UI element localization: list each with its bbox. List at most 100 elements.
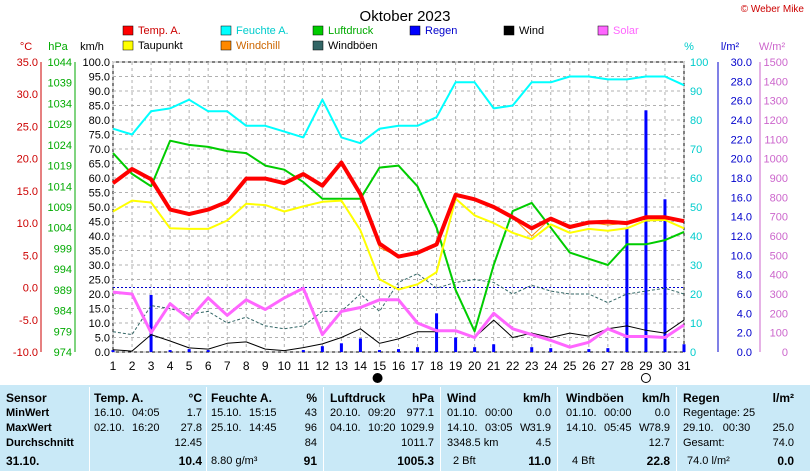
wind-max-time: 03:05 xyxy=(485,422,513,434)
rain-bar xyxy=(320,346,324,352)
series-line-windb-en xyxy=(112,273,685,336)
wind_kmh-tick-label: 70.0 xyxy=(89,144,110,156)
solar_wm2-axis-label: W/m² xyxy=(759,41,786,53)
pressure-current-value: 1005.3 xyxy=(397,454,434,468)
solar_wm2-tick-label: 900 xyxy=(770,173,788,185)
pressure-column: Luftdruck hPa 20.10. 09:20 977.1 04.10. … xyxy=(324,385,440,471)
x-tick-label: 6 xyxy=(205,359,212,373)
solar_wm2-tick-label: 1400 xyxy=(764,76,788,88)
legend-swatch xyxy=(312,25,324,36)
row-label-current: 31.10. xyxy=(6,454,40,468)
humidity_pct-tick-label: 20 xyxy=(690,289,702,301)
x-tick-label: 25 xyxy=(563,359,577,373)
column-divider xyxy=(676,387,677,471)
gust-current-value: 22.8 xyxy=(646,454,670,468)
pressure_hpa-tick-label: 1024 xyxy=(48,140,72,152)
column-divider xyxy=(206,387,207,471)
humidity_pct-axis-label: % xyxy=(684,41,694,53)
pressure-min-time: 09:20 xyxy=(368,407,396,419)
legend-label: Wind xyxy=(519,25,544,37)
x-tick-label: 4 xyxy=(167,359,174,373)
gust-min-date: 01.10. xyxy=(566,407,597,419)
legend-swatch xyxy=(220,40,232,51)
rain-bar xyxy=(397,349,400,352)
temp_c-tick-label: 10.0 xyxy=(17,218,38,230)
rain_lm2-tick-label: 20.0 xyxy=(731,154,752,166)
pressure_hpa-tick-label: 994 xyxy=(54,264,72,276)
humidity-max-time: 14:45 xyxy=(249,422,277,434)
rain_lm2-tick-label: 14.0 xyxy=(731,212,752,224)
pressure_hpa-tick-label: 1019 xyxy=(48,161,72,173)
row-label-avg: Durchschnitt xyxy=(6,437,74,449)
legend-label: Luftdruck xyxy=(328,25,374,37)
wind_kmh-tick-label: 65.0 xyxy=(89,159,110,171)
rain_lm2-tick-label: 16.0 xyxy=(731,192,752,204)
temp_c-tick-label: 20.0 xyxy=(17,154,38,166)
humidity-header: Feuchte A. xyxy=(211,391,272,405)
temp-max-time: 16:20 xyxy=(132,422,160,434)
rain-bar xyxy=(473,347,477,352)
x-tick-label: 10 xyxy=(278,359,292,373)
wind_kmh-tick-label: 80.0 xyxy=(89,115,110,127)
rain_lm2-tick-label: 24.0 xyxy=(731,115,752,127)
full-moon-marker xyxy=(640,373,651,383)
wind-unit: km/h xyxy=(522,391,551,405)
rain-total-value: 74.0 xyxy=(772,437,794,449)
rain-days: Regentage: 25 xyxy=(683,407,756,419)
x-tick-label: 9 xyxy=(262,359,269,373)
temp-column: Temp. A. °C 16.10. 04:05 1.7 02.10. 16:2… xyxy=(90,385,206,471)
solar_wm2-tick-label: 1300 xyxy=(764,96,788,108)
x-tick-label: 12 xyxy=(316,359,330,373)
wind_kmh-tick-label: 20.0 xyxy=(89,289,110,301)
rain-bar xyxy=(358,338,362,352)
column-divider xyxy=(89,387,90,471)
humidity_pct-tick-label: 80 xyxy=(690,115,702,127)
temp-max-date: 02.10. xyxy=(94,422,125,434)
pressure_hpa-tick-label: 989 xyxy=(54,285,72,297)
wind_kmh-tick-label: 50.0 xyxy=(89,202,110,214)
series-line-feuchte-a- xyxy=(112,75,685,145)
solar_wm2-tick-label: 1000 xyxy=(764,154,788,166)
temp_c-tick-label: 0.0 xyxy=(23,283,38,295)
solar_wm2-tick-label: 800 xyxy=(770,192,788,204)
temp_c-tick-label: -5.0 xyxy=(19,315,38,327)
row-label-max: MaxWert xyxy=(6,422,52,434)
wind_kmh-tick-label: 60.0 xyxy=(89,173,110,185)
rain_lm2-tick-label: 26.0 xyxy=(731,96,752,108)
x-tick-label: 1 xyxy=(110,359,117,373)
rain_lm2-tick-label: 10.0 xyxy=(731,250,752,262)
series-line-wind xyxy=(112,319,685,352)
x-tick-label: 22 xyxy=(506,359,520,373)
gust-header: Windböen xyxy=(566,391,624,405)
temp-unit: °C xyxy=(188,391,202,405)
wind-beaufort: 2 Bft xyxy=(453,455,476,467)
temp-avg-value: 12.45 xyxy=(174,437,202,449)
rain-bar xyxy=(530,347,534,352)
wind-max-direction: W xyxy=(520,422,531,434)
wind_kmh-tick-label: 10.0 xyxy=(89,318,110,330)
legend-swatch xyxy=(312,40,324,51)
rain-bar xyxy=(435,313,439,352)
wind_kmh-tick-label: 0.0 xyxy=(95,347,110,359)
weather-chart: Oktober 2023°C35.030.025.020.015.010.05.… xyxy=(13,8,788,383)
rain-bar xyxy=(301,350,305,352)
humidity_pct-tick-label: 10 xyxy=(690,318,702,330)
solar_wm2-tick-label: 100 xyxy=(770,328,788,340)
solar_wm2-tick-label: 300 xyxy=(770,289,788,301)
rain-total-label: Gesamt: xyxy=(683,437,725,449)
x-tick-label: 21 xyxy=(487,359,501,373)
pressure_hpa-tick-label: 1004 xyxy=(48,223,72,235)
humidity_pct-tick-label: 90 xyxy=(690,86,702,98)
temp-max-value: 27.8 xyxy=(180,422,202,434)
x-tick-label: 2 xyxy=(129,359,136,373)
temp_c-tick-label: -10.0 xyxy=(13,347,38,359)
wind_kmh-tick-label: 75.0 xyxy=(89,130,110,142)
rain-bar xyxy=(149,294,153,352)
humidity-min-time: 15:15 xyxy=(249,407,277,419)
pressure_hpa-tick-label: 1029 xyxy=(48,119,72,131)
x-tick-label: 8 xyxy=(243,359,250,373)
pressure_hpa-tick-label: 1034 xyxy=(48,98,72,110)
x-tick-label: 15 xyxy=(373,359,387,373)
rain_lm2-tick-label: 30.0 xyxy=(731,57,752,69)
wind_kmh-tick-label: 5.0 xyxy=(95,333,110,345)
